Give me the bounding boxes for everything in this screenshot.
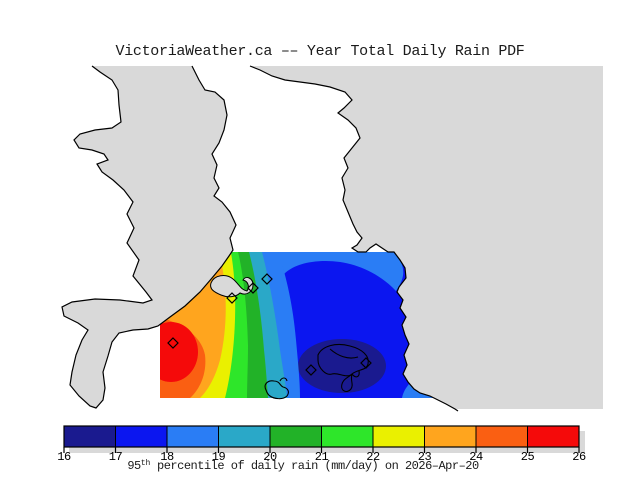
colorbar-segments — [63, 425, 580, 448]
colorbar — [63, 425, 585, 453]
colorbar-segment — [63, 425, 116, 448]
water-saanich-inlet — [62, 66, 236, 408]
colorbar-segment — [321, 425, 374, 448]
tick-label: 19 — [211, 450, 226, 464]
lake-outlines — [264, 343, 369, 400]
water-hook-bay — [210, 275, 254, 298]
tick-label: 22 — [366, 450, 380, 464]
caption-text: percentile of daily rain (mm/day) on 202… — [150, 459, 479, 473]
colorbar-segment — [424, 425, 477, 448]
coastline-east — [249, 65, 459, 412]
lake-outline-large — [317, 343, 369, 377]
colorbar-segment — [115, 425, 168, 448]
colorbar-caption: 95th percentile of daily rain (mm/day) o… — [0, 459, 606, 473]
colorbar-segment — [269, 425, 322, 448]
station-diamond — [226, 292, 238, 304]
station-diamond — [261, 273, 273, 285]
tick-label: 16 — [57, 450, 71, 464]
colorbar-segment — [527, 425, 580, 448]
tick-label: 23 — [417, 450, 432, 464]
tick-label: 24 — [469, 450, 483, 464]
band-25-26-maximum — [160, 322, 198, 382]
station-markers — [167, 273, 372, 376]
station-diamond — [247, 282, 259, 294]
colorbar-segment — [372, 425, 425, 448]
islet-outline — [264, 377, 289, 400]
water-haro-strait — [250, 66, 603, 409]
tick-label: 25 — [520, 450, 535, 464]
tick-label: 26 — [572, 450, 586, 464]
page-title: VictoriaWeather.ca –– Year Total Daily R… — [115, 43, 525, 60]
station-diamond — [360, 357, 372, 369]
tick-label: 17 — [108, 450, 123, 464]
tick-label: 20 — [263, 450, 277, 464]
lake-inner-shore — [329, 348, 359, 359]
caption-superscript: th — [140, 459, 151, 468]
tick-label: 21 — [314, 450, 329, 464]
tick-label: 18 — [160, 450, 174, 464]
caption-number: 95 — [127, 459, 141, 473]
lake-outline-small — [341, 370, 360, 393]
colorbar-segment — [475, 425, 528, 448]
coastline-west — [61, 65, 237, 409]
station-diamond — [167, 337, 179, 349]
colorbar-segment — [218, 425, 271, 448]
band-18-19-northeast — [278, 252, 404, 291]
colorbar-segment — [166, 425, 219, 448]
station-diamond — [305, 364, 317, 376]
colorbar-ticks — [63, 447, 580, 453]
band-18-19-southeast — [402, 384, 440, 398]
